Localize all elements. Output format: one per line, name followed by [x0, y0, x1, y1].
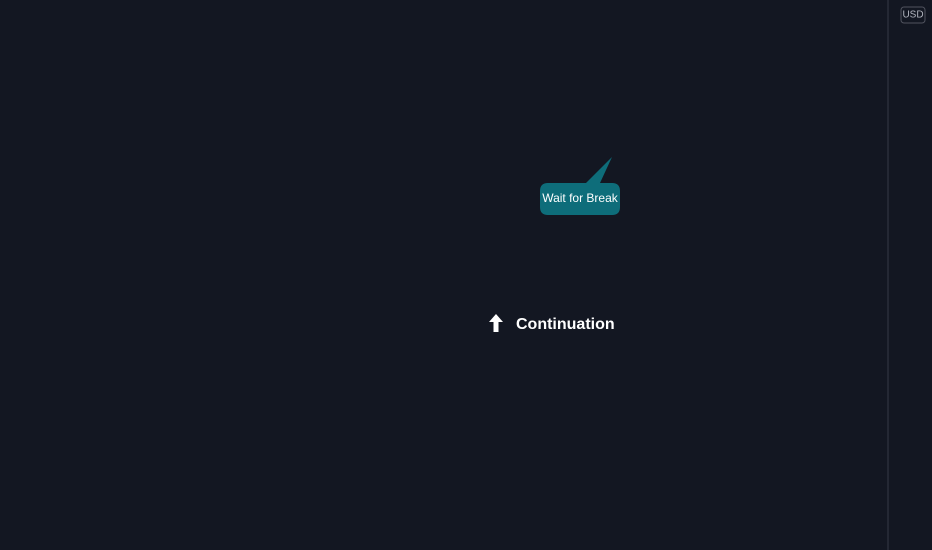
up-arrow: [489, 314, 503, 332]
callout-text: Wait for Break: [542, 191, 619, 205]
price-axis: [888, 0, 932, 550]
currency: USD: [902, 10, 923, 21]
annotation-text: Continuation: [516, 316, 615, 333]
callout-box: [540, 157, 620, 215]
currency-box: [900, 6, 926, 24]
